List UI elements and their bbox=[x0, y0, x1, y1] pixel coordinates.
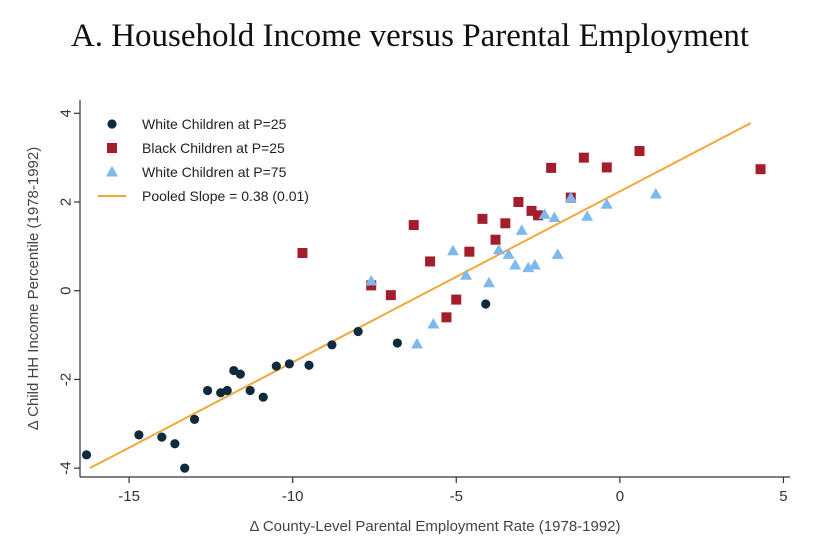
white-p25-point bbox=[327, 340, 337, 350]
white-p75-point bbox=[502, 248, 515, 259]
white-p75-point bbox=[411, 337, 424, 349]
white-p25-point bbox=[304, 360, 314, 370]
white-p75-point bbox=[515, 224, 528, 235]
white-p25-point bbox=[258, 392, 268, 402]
legend-white-p75-label: White Children at P=75 bbox=[142, 164, 287, 180]
legend-fit-line-label: Pooled Slope = 0.38 (0.01) bbox=[142, 188, 309, 204]
white-p75-point bbox=[365, 274, 378, 286]
legend-white-p75-marker bbox=[106, 166, 118, 177]
y-tick-label: 0 bbox=[58, 287, 75, 295]
white-p25-point bbox=[180, 463, 190, 473]
y-axis-label: Δ Child HH Income Percentile (1978-1992) bbox=[25, 147, 42, 431]
white-p75-point bbox=[551, 248, 564, 259]
white-p75-point bbox=[564, 191, 577, 203]
legend-black-p25-label: Black Children at P=25 bbox=[142, 140, 285, 156]
x-tick-label: 5 bbox=[779, 488, 787, 505]
black-p25-point bbox=[490, 234, 501, 245]
axes: -15 -10 -5 0 5 -4 -2 0 2 4 Δ County-Level Parental… bbox=[25, 100, 790, 535]
white-p75-point bbox=[427, 317, 440, 329]
data-points-layer bbox=[81, 146, 766, 473]
white-p75-point bbox=[509, 258, 522, 270]
black-p25-point bbox=[755, 164, 766, 175]
black-p25-point bbox=[578, 152, 589, 163]
fit-line-layer bbox=[89, 122, 752, 470]
white-p25-point bbox=[81, 450, 92, 460]
black-p25-point bbox=[385, 290, 396, 301]
black-p25-point bbox=[425, 256, 436, 267]
white-p75-point bbox=[446, 244, 459, 256]
white-p75-point bbox=[581, 210, 594, 221]
white-p25-point bbox=[189, 414, 200, 424]
white-p75-point bbox=[538, 208, 551, 219]
black-p25-point bbox=[634, 146, 645, 157]
chart-title: A. Household Income versus Parental Empl… bbox=[70, 18, 750, 54]
x-axis-label: Δ County-Level Parental Employment Rate … bbox=[249, 518, 620, 535]
white-p25-point bbox=[134, 430, 144, 440]
white-p25-point bbox=[245, 385, 255, 396]
white-p25-point bbox=[392, 338, 402, 348]
black-p25-point bbox=[477, 213, 488, 224]
black-p25-point bbox=[533, 210, 544, 221]
white-p75-point bbox=[600, 198, 613, 209]
black-p25-point bbox=[513, 197, 524, 208]
y-tick-label: -2 bbox=[58, 373, 75, 386]
black-p25-point bbox=[546, 162, 557, 173]
black-p25-point bbox=[464, 246, 475, 257]
white-p75-point bbox=[548, 211, 561, 223]
black-p25-point bbox=[441, 312, 452, 323]
black-p25-point bbox=[408, 220, 419, 231]
white-p75-point bbox=[528, 258, 541, 270]
white-p75-point bbox=[522, 261, 535, 273]
white-p25-point bbox=[284, 359, 295, 369]
legend-white-p25-label: White Children at P=25 bbox=[142, 116, 287, 132]
x-tick-label: -10 bbox=[282, 488, 304, 505]
black-p25-point bbox=[526, 205, 537, 216]
legend-black-p25-marker bbox=[107, 143, 117, 153]
white-p75-point bbox=[482, 276, 495, 288]
y-tick-label: 2 bbox=[58, 198, 75, 206]
legend: White Children at P=25 Black Children at … bbox=[98, 116, 309, 204]
x-tick-label: -15 bbox=[118, 488, 140, 505]
white-p25-point bbox=[481, 299, 491, 309]
white-p75-point bbox=[649, 188, 662, 199]
white-p25-point bbox=[235, 369, 245, 379]
black-p25-point bbox=[451, 294, 462, 305]
x-tick-label: 0 bbox=[616, 488, 624, 505]
white-p75-point bbox=[492, 243, 505, 255]
legend-white-p25-marker bbox=[107, 119, 117, 129]
black-p25-point bbox=[297, 248, 308, 259]
white-p25-point bbox=[157, 432, 167, 442]
black-p25-point bbox=[500, 218, 511, 229]
white-p25-point bbox=[271, 361, 281, 371]
white-p75-point bbox=[460, 269, 473, 280]
white-p25-point bbox=[222, 385, 232, 396]
white-p25-point bbox=[170, 439, 180, 449]
x-tick-label: -5 bbox=[450, 488, 463, 505]
black-p25-point bbox=[601, 162, 612, 173]
y-tick-label: -4 bbox=[58, 461, 75, 474]
white-p25-point bbox=[353, 326, 363, 337]
pooled-fit-line bbox=[89, 122, 752, 470]
white-p25-point bbox=[203, 385, 213, 396]
y-tick-label: 4 bbox=[58, 109, 75, 117]
